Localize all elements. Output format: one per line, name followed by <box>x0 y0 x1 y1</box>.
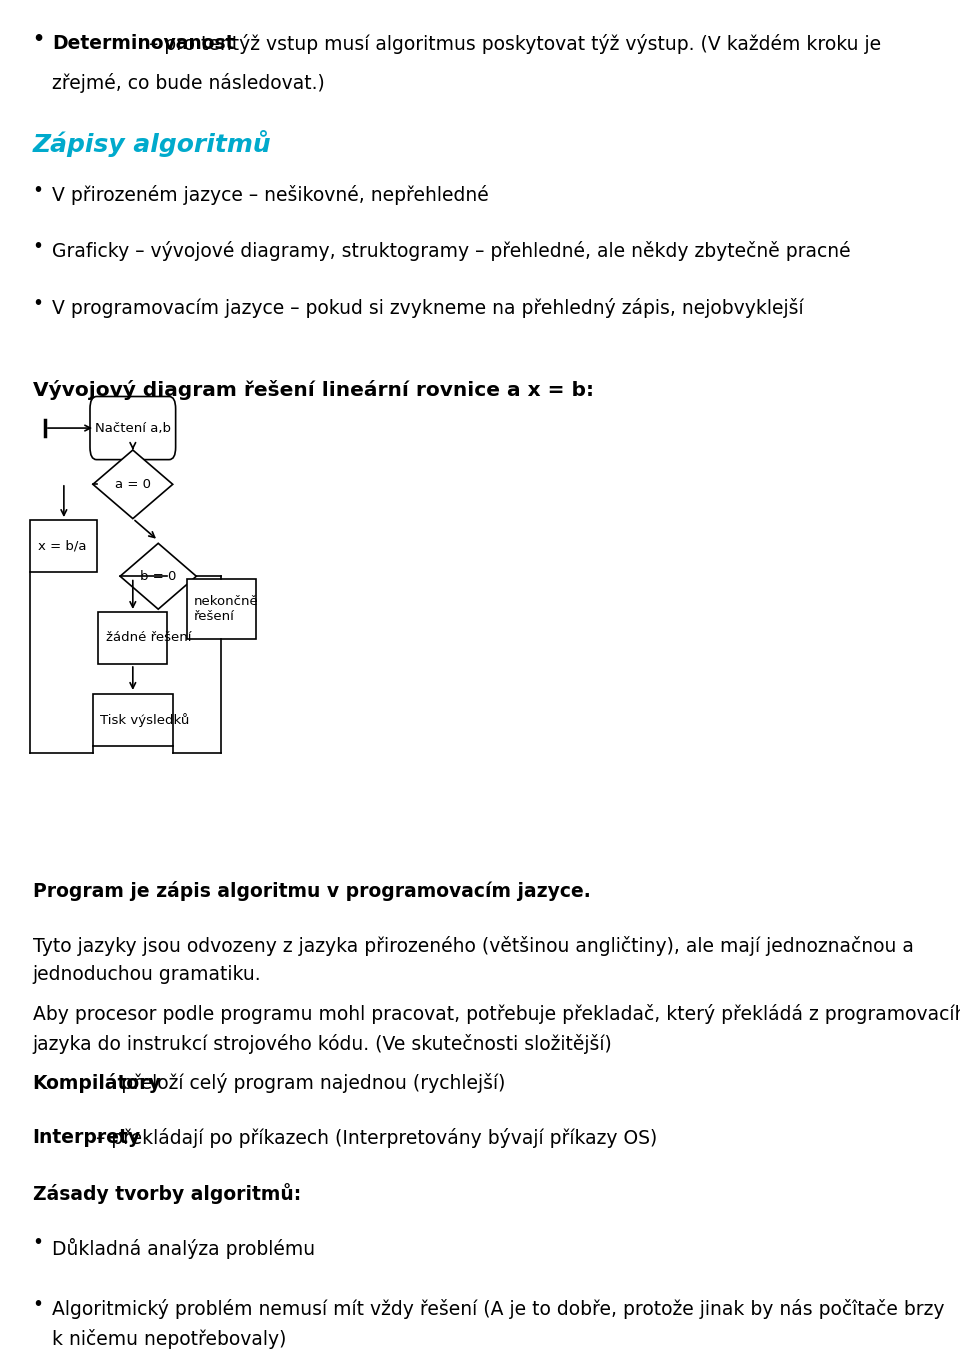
Text: žádné řešení: žádné řešení <box>106 631 191 645</box>
FancyBboxPatch shape <box>90 397 176 460</box>
Text: b = 0: b = 0 <box>140 569 177 583</box>
Text: Tisk výsledků: Tisk výsledků <box>100 713 189 727</box>
Text: Zápisy algoritmů: Zápisy algoritmů <box>33 130 272 158</box>
Text: •: • <box>33 181 44 200</box>
Bar <box>93 694 173 746</box>
Text: a = 0: a = 0 <box>115 477 151 491</box>
Text: Kompilátory: Kompilátory <box>33 1073 161 1093</box>
Bar <box>98 612 167 664</box>
Text: Algoritmický problém nemusí mít vždy řešení (A je to dobře, protože jinak by nás: Algoritmický problém nemusí mít vždy řeš… <box>52 1299 945 1349</box>
Text: Načtení a,b: Načtení a,b <box>95 421 171 435</box>
Polygon shape <box>120 543 197 609</box>
Text: •: • <box>33 30 45 49</box>
Text: Tyto jazyky jsou odvozeny z jazyka přirozeného (většinou angličtiny), ale mají j: Tyto jazyky jsou odvozeny z jazyka přiro… <box>33 936 914 984</box>
Bar <box>31 520 97 572</box>
Text: – přeloží celý program najednou (rychlejší): – přeloží celý program najednou (rychlej… <box>100 1073 506 1093</box>
Text: zřejmé, co bude následovat.): zřejmé, co bude následovat.) <box>52 73 325 93</box>
Text: Determinovanost: Determinovanost <box>52 34 235 54</box>
Text: Vývojový diagram řešení lineární rovnice a x = b:: Vývojový diagram řešení lineární rovnice… <box>33 380 593 401</box>
Text: Aby procesor podle programu mohl pracovat, potřebuje překladač, který překládá z: Aby procesor podle programu mohl pracova… <box>33 1004 960 1054</box>
Text: •: • <box>33 294 44 313</box>
Text: V přirozeném jazyce – nešikovné, nepřehledné: V přirozeném jazyce – nešikovné, nepřehl… <box>52 185 489 206</box>
Polygon shape <box>93 450 173 519</box>
Text: Interprety: Interprety <box>33 1128 141 1147</box>
Text: – pro tentýž vstup musí algoritmus poskytovat týž výstup. (V každém kroku je: – pro tentýž vstup musí algoritmus posky… <box>143 34 880 55</box>
Text: x = b/a: x = b/a <box>37 539 86 553</box>
Text: V programovacím jazyce – pokud si zvykneme na přehledný zápis, nejobvyklejší: V programovacím jazyce – pokud si zvykne… <box>52 298 804 318</box>
Text: Důkladná analýza problému: Důkladná analýza problému <box>52 1238 316 1258</box>
Text: Graficky – vývojové diagramy, struktogramy – přehledné, ale někdy zbytečně pracn: Graficky – vývojové diagramy, struktogra… <box>52 241 851 262</box>
Text: •: • <box>33 1295 44 1314</box>
Text: •: • <box>33 1233 44 1253</box>
Text: Program je zápis algoritmu v programovacím jazyce.: Program je zápis algoritmu v programovac… <box>33 881 590 901</box>
Bar <box>187 579 255 639</box>
Text: Zásady tvorby algoritmů:: Zásady tvorby algoritmů: <box>33 1183 300 1203</box>
Text: – překládají po příkazech (Interpretovány bývají příkazy OS): – překládají po příkazech (Interpretován… <box>90 1128 658 1148</box>
Text: nekončně
řešení: nekončně řešení <box>194 595 259 623</box>
Text: •: • <box>33 237 44 257</box>
